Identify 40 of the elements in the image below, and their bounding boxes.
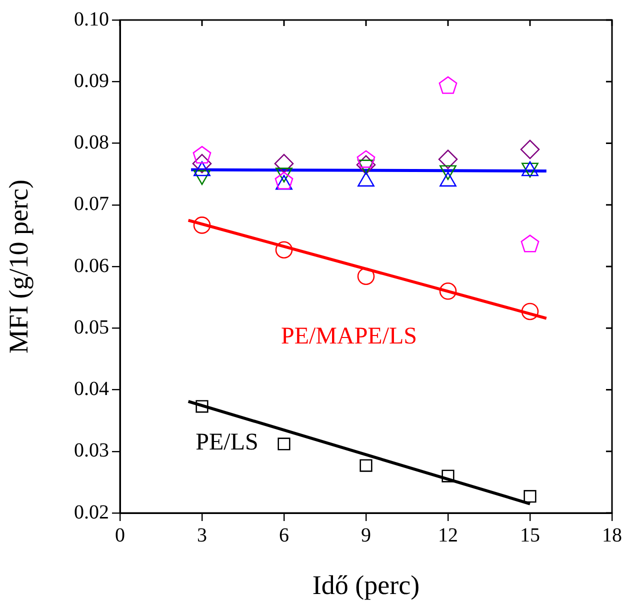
point [442,470,454,482]
point [438,150,458,169]
point [192,154,212,174]
x-tick-label: 3 [197,524,207,546]
y-tick-label: 0.02 [74,501,109,524]
point [520,140,540,160]
point [521,302,539,320]
y-tick-label: 0.07 [74,193,109,216]
y-tick-label: 0.09 [74,70,109,92]
point [438,76,458,94]
y-tick-label: 0.08 [74,132,109,154]
y-tick-label: 0.06 [74,254,109,277]
y-tick-label: 0.10 [74,8,109,30]
point [275,241,293,259]
x-tick-label: 12 [438,524,458,546]
y-tick-label: 0.05 [74,316,109,338]
x-tick-label: 6 [279,524,289,546]
point [356,150,376,168]
x-tick-label: 9 [361,524,371,546]
point [524,490,536,503]
point [520,234,540,252]
point [360,459,372,472]
point [356,155,376,174]
y-axis-title: MFI (g/10 perc) [3,180,34,354]
series-label: PE/LS [196,430,258,456]
y-tick-label: 0.04 [74,378,109,400]
y-tick-label: 0.03 [74,440,109,462]
x-tick-label: 18 [602,524,622,546]
series-label: PE/MAPE/LS [280,324,418,350]
point [193,216,211,234]
x-axis-title: Idő (perc) [312,570,420,600]
point [274,172,294,190]
x-tick-label: 15 [520,524,540,546]
x-tick-label: 0 [115,524,125,546]
point [196,400,208,413]
point [439,282,457,300]
point [357,268,375,286]
point [192,146,212,164]
point [274,154,294,174]
point [278,438,290,450]
